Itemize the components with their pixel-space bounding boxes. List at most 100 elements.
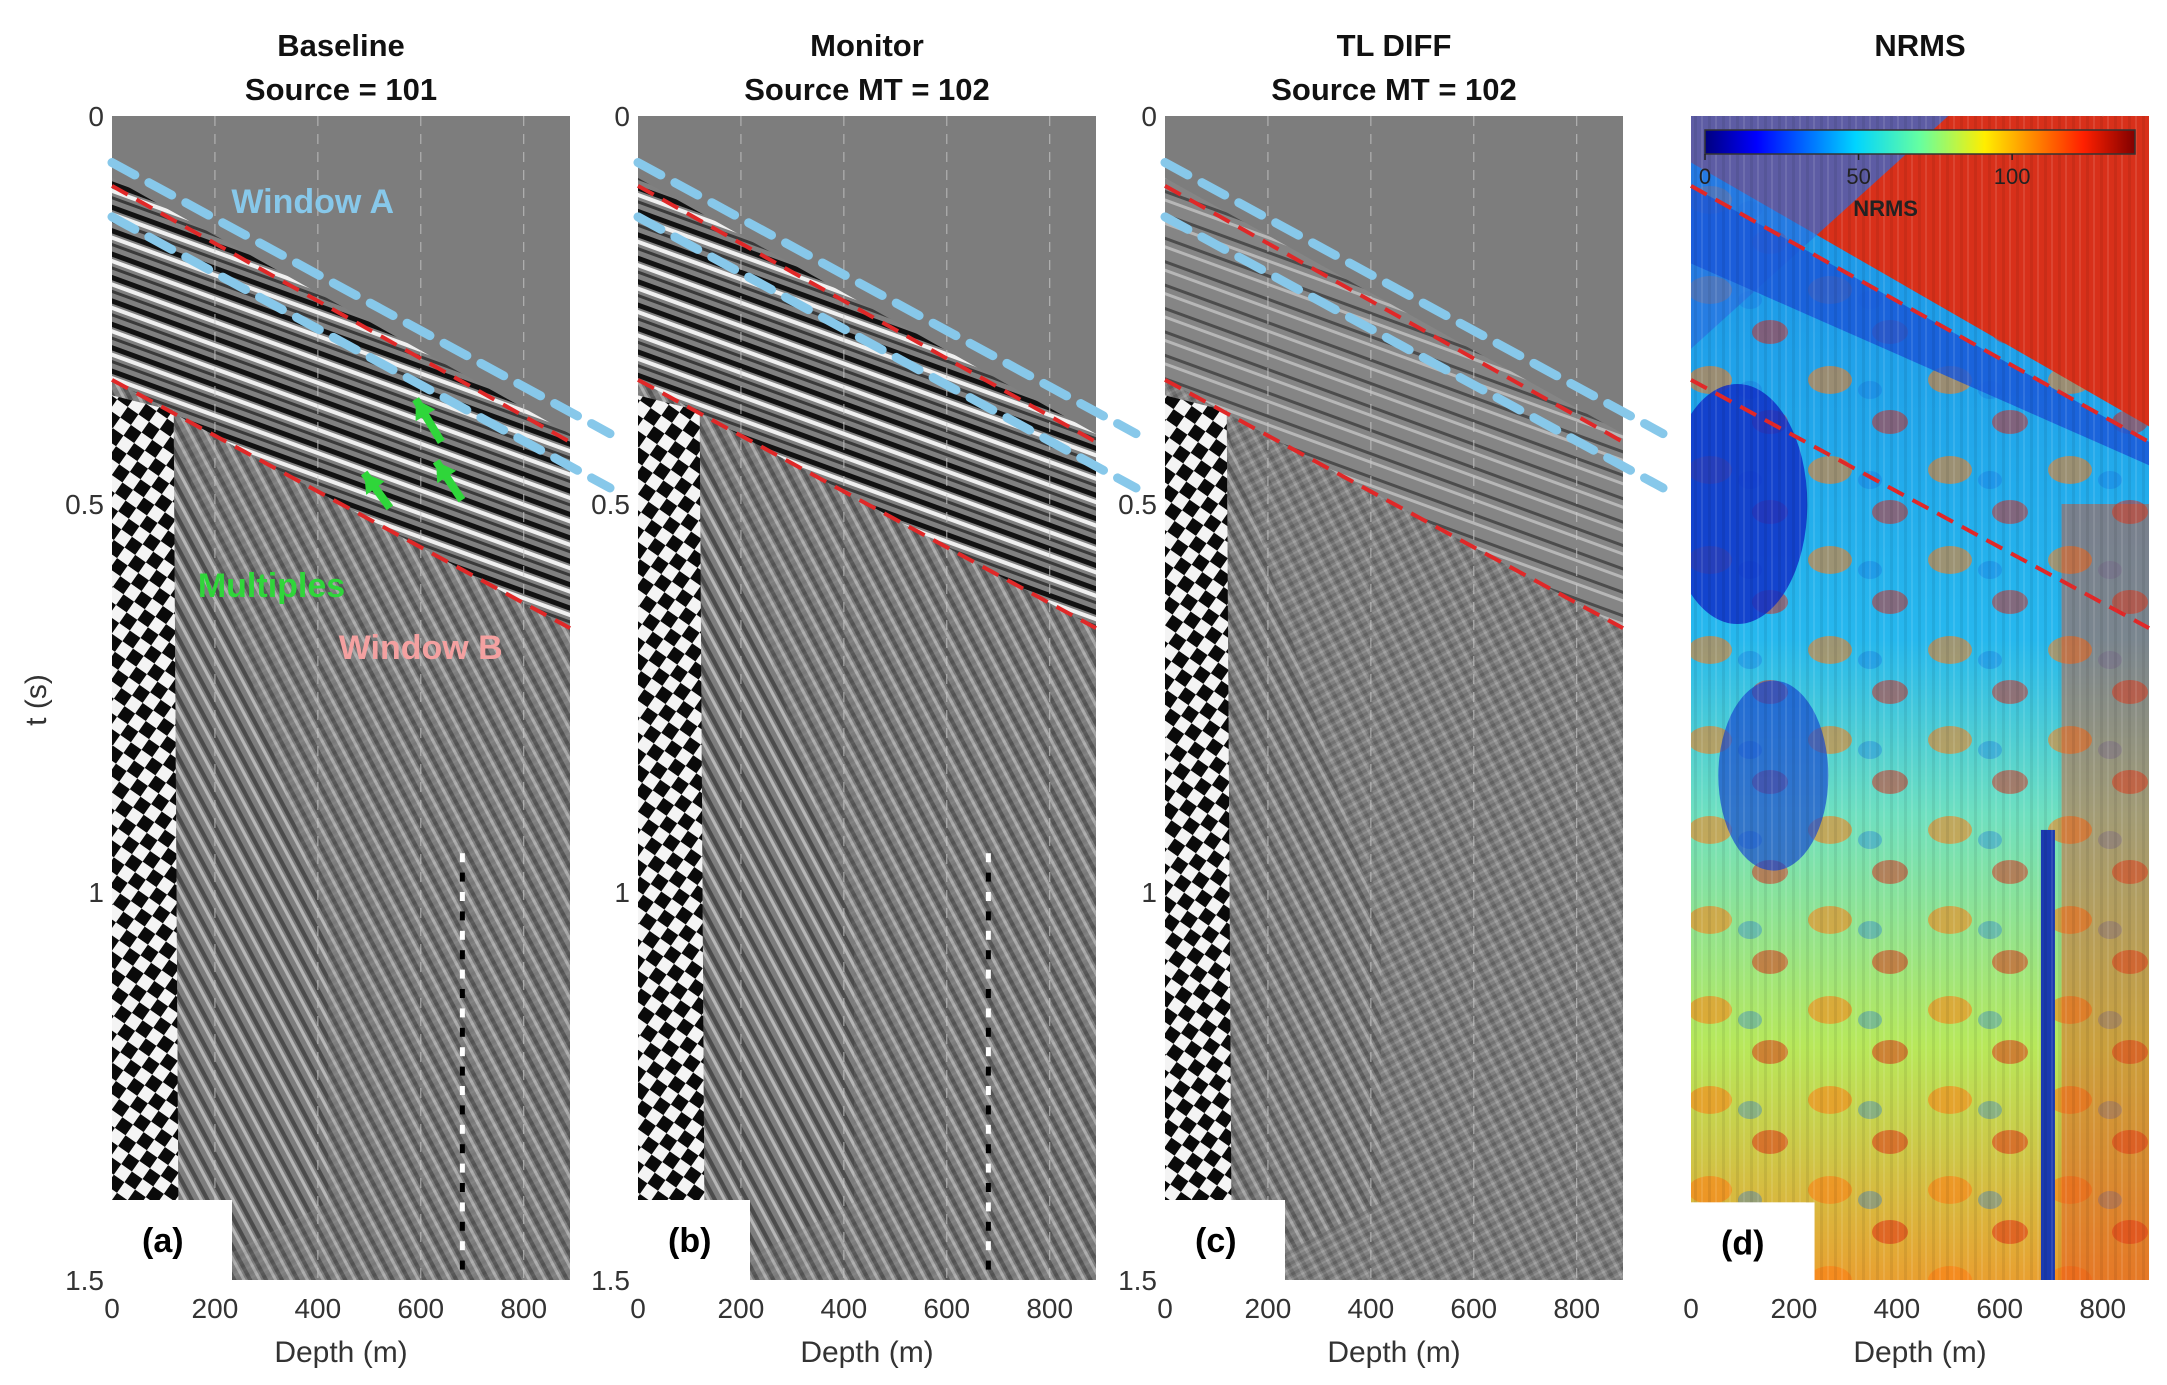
bad-trace-segment [459,989,465,998]
window-a-top-line [107,158,615,439]
bad-trace-segment [459,1202,465,1212]
multiples-arrow-head [415,399,436,422]
bad-trace-segment [459,1008,465,1018]
colorbar-tick-label: 0 [1699,164,1711,189]
moveout-zone [1226,426,1382,1280]
bad-trace-segment [985,989,991,998]
x-axis-label: Depth (m) [800,1336,933,1369]
y-tick-label: 0 [1141,101,1157,132]
panel-title-line: TL DIFF [1337,28,1452,63]
x-tick-label: 0 [630,1293,646,1324]
x-tick-label: 600 [923,1293,970,1324]
panel-b: (b) Monitor Source MT = 102 0 200 400 600 800 De… [591,28,1141,1369]
panel-a: (a) Baseline Source = 101 0 200 400 600 800 Dept… [20,28,615,1369]
multiples-arrow-head [364,472,385,495]
window-b-bottom-line [111,378,571,630]
panel-title-line: Source = 101 [245,72,437,107]
x-axis-label: Depth (m) [274,1336,407,1369]
y-tick-label: 0 [614,101,630,132]
x-tick-label: 200 [1771,1293,1818,1324]
panel-label: (a) [142,1222,184,1260]
bad-trace-segment [985,1163,991,1173]
bad-trace-segment [985,1221,991,1231]
bad-trace-segment [985,950,991,960]
bad-trace-segment [985,1183,991,1192]
window-a-bottom-line [107,212,615,493]
bad-trace-segment [985,1047,991,1057]
panel-title-line: Source MT = 102 [744,72,990,107]
multiples-arrow-head [436,461,457,484]
bad-trace-segment [985,1008,991,1018]
x-tick-label: 200 [718,1293,765,1324]
y-tick-label: 0 [88,101,104,132]
bad-trace-segment [459,1183,465,1192]
bad-trace-segment [459,950,465,960]
window-b-top-line [1690,184,2150,444]
x-axis-label: Depth (m) [1853,1336,1986,1369]
reflector-band [1165,177,1623,629]
bad-trace-segment [459,1144,465,1154]
bad-trace-segment [985,1124,991,1134]
colorbar-tick-label: 50 [1846,164,1870,189]
bad-trace-segment [985,872,991,882]
colorbar [1704,129,2136,155]
annotation-window-b: Window B [339,629,503,667]
y-tick-label: 1 [614,877,630,908]
window-b-bottom-line [1690,378,2150,630]
y-axis-label: t (s) [20,674,53,726]
near-offset-zone [1165,395,1232,1280]
window-a-bottom-line [633,212,1141,493]
colorbar-label: NRMS [1853,196,1918,221]
y-tick-label: 1.5 [591,1265,630,1296]
x-tick-label: 800 [1026,1293,1073,1324]
plot-area [1691,116,2149,1280]
bad-trace-segment [459,853,465,863]
window-b-top-line [111,184,571,444]
x-tick-label: 200 [1245,1293,1292,1324]
x-tick-label: 0 [1157,1293,1173,1324]
x-axis-label: Depth (m) [1327,1336,1460,1369]
panel-label-box [638,1200,750,1280]
bad-trace-segment [459,1124,465,1134]
panel-d: 0 50 100 NRMS (d) NRMS 0 200 400 600 800 Depth (m) [1683,28,2150,1369]
x-tick-label: 200 [192,1293,239,1324]
x-tick-label: 800 [1553,1293,1600,1324]
window-b-bottom-line [637,378,1097,630]
bad-trace-segment [459,1047,465,1057]
bad-trace-segment [459,1105,465,1115]
y-tick-label: 0.5 [1118,489,1157,520]
x-tick-label: 800 [500,1293,547,1324]
bad-trace-segment [459,1163,465,1173]
bad-trace-segment [985,1202,991,1212]
x-tick-label: 400 [1347,1293,1394,1324]
bad-trace-segment [985,892,991,901]
bad-trace-segment [985,1144,991,1154]
bad-trace-segment [459,930,465,940]
nrms-texture [1691,116,2149,1280]
bad-trace-segment [985,1086,991,1095]
panel-label: (c) [1195,1222,1237,1260]
panel-label-box [1691,1202,1806,1280]
bad-trace-segment [985,911,991,921]
x-tick-label: 600 [1450,1293,1497,1324]
bad-trace-segment [459,969,465,979]
bad-trace-segment [460,1280,465,1289]
window-a-bottom-line [1160,212,1668,493]
bad-trace-segment [985,1241,991,1251]
x-tick-label: 0 [1683,1293,1699,1324]
panel-c: (c) TL DIFF Source MT = 102 0 200 400 600 800 De… [1118,28,1668,1369]
y-tick-label: 0.5 [591,489,630,520]
window-a-top-line [633,158,1141,439]
y-tick-label: 0.5 [65,489,104,520]
panel-title-line: Monitor [810,28,924,63]
panel-label: (d) [1721,1224,1764,1262]
x-tick-label: 0 [104,1293,120,1324]
panel-title-line: NRMS [1874,28,1965,63]
plot-area [638,116,1096,1280]
y-tick-label: 1.5 [1118,1265,1157,1296]
panel-label-box [112,1200,232,1280]
plot-area [1165,116,1623,1280]
panel-title-line: Source MT = 102 [1271,72,1517,107]
